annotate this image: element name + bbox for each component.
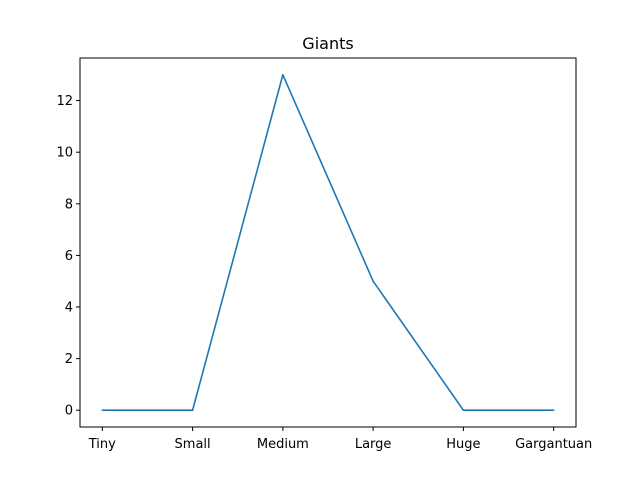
data-point	[372, 280, 374, 283]
x-tick-label: Large	[355, 437, 392, 452]
data-point	[462, 409, 465, 412]
x-tick-label: Tiny	[88, 437, 116, 452]
y-tick-label: 10	[56, 146, 73, 161]
plot-area	[101, 73, 555, 412]
chart-title: Giants	[302, 34, 353, 53]
x-tick-label: Small	[175, 437, 211, 452]
y-tick-label: 4	[65, 301, 73, 316]
x-tick-label: Huge	[446, 437, 480, 452]
y-tick-label: 2	[65, 352, 73, 367]
y-tick-label: 8	[65, 197, 73, 212]
data-point	[101, 409, 104, 412]
y-tick-label: 12	[56, 94, 73, 109]
x-axis: Tiny Small Medium Large Huge Gargantuan	[88, 427, 592, 452]
y-tick-label: 0	[65, 404, 73, 419]
y-tick-label: 6	[65, 249, 73, 264]
series-line	[102, 73, 554, 412]
y-axis: 0 2 4 6 8 10 12	[56, 94, 80, 419]
data-point	[552, 409, 555, 412]
data-point	[282, 73, 284, 76]
x-tick-label: Medium	[257, 437, 309, 452]
axes-frame	[79, 57, 577, 428]
x-tick-label: Gargantuan	[515, 437, 592, 452]
data-point	[191, 409, 194, 412]
